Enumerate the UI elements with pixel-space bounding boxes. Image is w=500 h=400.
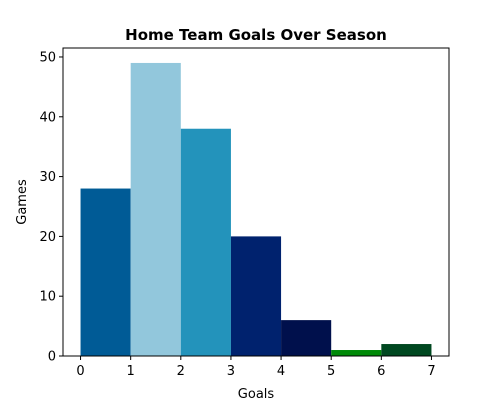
bar-6 — [381, 344, 432, 356]
x-tick-label-0: 0 — [76, 364, 84, 379]
bar-1 — [130, 62, 181, 357]
bar-2 — [180, 128, 231, 356]
y-tick-label-4: 40 — [39, 110, 56, 125]
y-axis-label: Games — [15, 179, 30, 225]
plot-frame — [62, 47, 450, 357]
x-axis-ticks: 0 1 2 3 4 5 6 7 — [76, 356, 436, 379]
bar-4 — [281, 320, 332, 356]
y-tick-label-3: 30 — [39, 170, 56, 185]
x-tick-label-2: 2 — [177, 364, 185, 379]
y-tick-label-5: 50 — [39, 50, 56, 65]
x-tick-label-7: 7 — [427, 364, 435, 379]
x-tick-label-5: 5 — [327, 364, 335, 379]
x-tick-label-6: 6 — [377, 364, 385, 379]
y-axis-ticks: 0 10 20 30 40 50 — [39, 50, 63, 365]
x-axis-label: Goals — [238, 387, 275, 400]
y-tick-label-0: 0 — [48, 350, 56, 365]
y-tick-label-2: 20 — [39, 230, 56, 245]
bar-3 — [230, 236, 282, 356]
x-tick-label-4: 4 — [277, 364, 285, 379]
bars-group — [80, 62, 432, 357]
y-tick-label-1: 10 — [39, 290, 56, 305]
chart-title: Home Team Goals Over Season — [125, 26, 387, 44]
bar-5 — [331, 350, 382, 356]
x-tick-label-3: 3 — [227, 364, 235, 379]
bar-0 — [80, 188, 131, 356]
x-tick-label-1: 1 — [127, 364, 135, 379]
